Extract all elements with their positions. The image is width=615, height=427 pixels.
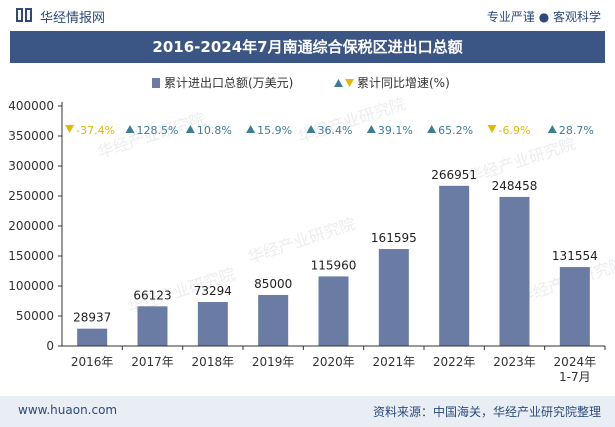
- growth-label: 128.5%: [137, 124, 179, 137]
- bar: [197, 302, 228, 346]
- y-tick-label: 250000: [8, 189, 54, 203]
- y-tick-label: 350000: [8, 129, 54, 143]
- watermark-text: 华经产业研究院: [295, 94, 407, 147]
- bar-value-label: 66123: [133, 288, 171, 302]
- growth-label: 36.4%: [318, 124, 353, 137]
- y-tick-label: 100000: [8, 279, 54, 293]
- bars: 28937 66123 73294 85000 115960 161595 266951 24…: [73, 168, 598, 346]
- y-tick-label: 400000: [8, 99, 54, 113]
- growth-label: 28.7%: [559, 124, 594, 137]
- legend-down-triangle-icon: [345, 79, 354, 87]
- legend-growth-label: 累计同比增速(%): [357, 76, 450, 90]
- x-tick-label: 2019年: [252, 355, 295, 369]
- bar: [378, 249, 409, 346]
- y-tick-label: 150000: [8, 249, 54, 263]
- chart: 华经产业研究院华经产业研究院华经产业研究院华经产业研究院华经产业研究院华经产业研…: [8, 76, 615, 384]
- x-tick-label: 2023年: [493, 355, 536, 369]
- bar: [318, 276, 349, 346]
- title-bar: 2016-2024年7月南通综合保税区进出口总额: [10, 31, 605, 63]
- bar-value-label: 248458: [492, 179, 538, 193]
- legend-bar-swatch: [152, 78, 160, 88]
- growth-label: -6.9%: [499, 124, 531, 137]
- bar-value-label: 266951: [431, 168, 477, 182]
- growth-up-triangle-icon: [246, 125, 256, 133]
- x-tick-label: 2021年: [373, 355, 416, 369]
- bar: [137, 306, 168, 346]
- bar: [439, 185, 470, 346]
- bar-value-label: 115960: [311, 258, 357, 272]
- growth-down-triangle-icon: [65, 125, 75, 133]
- growth-up-triangle-icon: [306, 125, 316, 133]
- bar: [258, 295, 289, 346]
- growth-label: -37.4%: [76, 124, 115, 137]
- bar-value-label: 131554: [552, 249, 598, 263]
- growth-label: 10.8%: [197, 124, 232, 137]
- growth-label: 65.2%: [438, 124, 473, 137]
- logo-icon: [16, 8, 32, 22]
- x-axis: 2016年 2017年 2018年 2019年 2020年 2021年 2022年 2023年…: [62, 345, 606, 384]
- y-tick-label: 300000: [8, 159, 54, 173]
- bar-value-label: 28937: [73, 311, 111, 325]
- x-tick-label: 2016年: [71, 355, 114, 369]
- x-tick-label: 2020年: [312, 355, 355, 369]
- y-axis: 0 50000 100000 150000 200000 250000 300000 3500…: [8, 99, 63, 353]
- growth-up-triangle-icon: [185, 125, 195, 133]
- growth-up-triangle-icon: [366, 125, 376, 133]
- bar-value-label: 161595: [371, 231, 417, 245]
- top-bar: 华经情报网 专业严谨 ● 客观科学: [0, 0, 615, 30]
- growth-up-triangle-icon: [547, 125, 557, 133]
- chart-title: 2016-2024年7月南通综合保税区进出口总额: [152, 38, 463, 56]
- bar-value-label: 85000: [254, 277, 292, 291]
- footer: www.huaon.com 资料来源：中国海关，华经产业研究院整理: [0, 396, 615, 427]
- bar: [77, 328, 108, 346]
- brand-name: 华经情报网: [40, 11, 106, 26]
- growth-down-triangle-icon: [487, 125, 497, 133]
- legend: 累计进出口总额(万美元) 累计同比增速(%): [152, 76, 450, 90]
- x-tick-label: 2022年: [433, 355, 476, 369]
- legend-bar-label: 累计进出口总额(万美元): [164, 76, 293, 90]
- legend-up-triangle-icon: [334, 79, 343, 87]
- bar-value-label: 73294: [194, 284, 232, 298]
- y-tick-label: 200000: [8, 219, 54, 233]
- x-tick-label: 2024年 1-7月: [554, 355, 597, 384]
- source-note: 资料来源：中国海关，华经产业研究院整理: [372, 405, 601, 419]
- growth-label: 39.1%: [378, 124, 413, 137]
- tagline: 专业严谨 ● 客观科学: [486, 10, 601, 24]
- bar: [499, 196, 530, 346]
- growth-labels: -37.4% 128.5% 10.8% 15.9% 36.4% 39.1% 65.2% -6.…: [65, 124, 594, 137]
- x-tick-label: 2017年: [131, 355, 174, 369]
- site-url: www.huaon.com: [18, 403, 118, 417]
- y-tick-label: 0: [46, 339, 54, 353]
- x-tick-label: 2018年: [192, 355, 235, 369]
- growth-up-triangle-icon: [125, 125, 135, 133]
- growth-up-triangle-icon: [427, 125, 437, 133]
- y-tick-label: 50000: [16, 309, 54, 323]
- growth-label: 15.9%: [257, 124, 292, 137]
- bar: [559, 267, 590, 346]
